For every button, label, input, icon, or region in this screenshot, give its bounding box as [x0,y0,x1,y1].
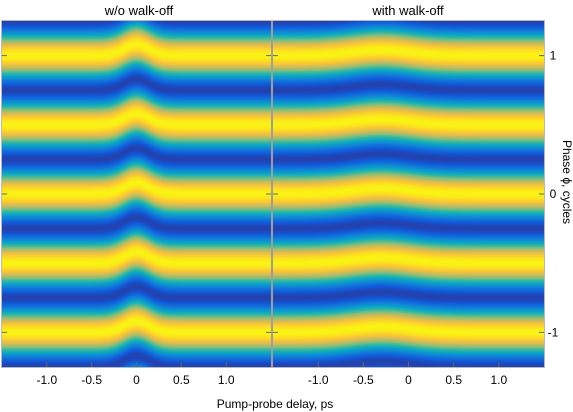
right-x-tick-label: -1.0 [308,373,329,387]
y-tick-labels: -1 0 1 [548,49,559,340]
left-x-tick-label: 1.0 [218,373,235,387]
x-axis-label: Pump-probe delay, ps [217,397,334,411]
right-heatmap [273,21,544,367]
left-panel-title: w/o walk-off [104,3,174,18]
y-axis-label: Phase ϕ, cycles [560,140,573,224]
right-x-tick-label: -0.5 [353,373,374,387]
right-panel-title: with walk-off [371,3,444,18]
y-tick-label: -1 [548,325,559,339]
left-x-tick-label: 0 [133,373,140,387]
left-x-tick-label: 0.5 [173,373,190,387]
plot-frame [1,20,545,368]
left-x-tick-label: -0.5 [81,373,102,387]
left-x-tick-label: -1.0 [36,373,57,387]
right-x-tick-label: 1.0 [490,373,507,387]
y-tick-label: 1 [550,49,557,63]
right-x-tick-label: 0.5 [445,373,462,387]
tick-marks [2,55,544,367]
left-x-tick-labels: -1.0 -0.5 0 0.5 1.0 [36,373,234,387]
y-tick-label: 0 [550,187,557,201]
right-x-tick-label: 0 [405,373,412,387]
right-x-tick-labels: -1.0 -0.5 0 0.5 1.0 [308,373,508,387]
left-heatmap [2,21,271,367]
